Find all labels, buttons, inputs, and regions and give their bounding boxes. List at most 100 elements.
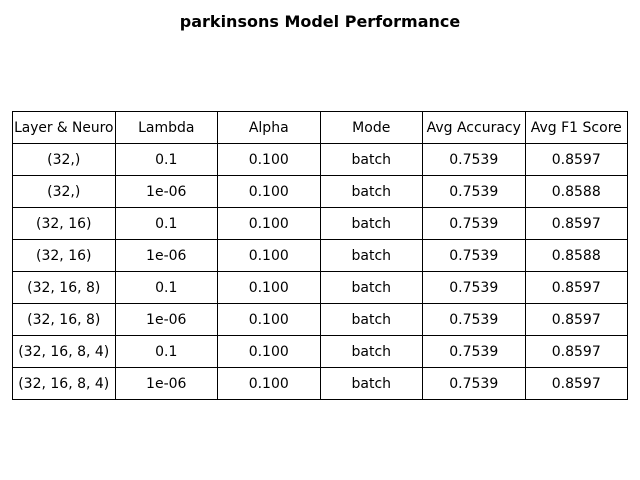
table-cell: 0.1: [114, 207, 218, 240]
table-row: (32, 16, 8, 4) 0.1 0.100 batch 0.7539 0.8597: [12, 335, 628, 368]
header-cell-text: Mode: [352, 119, 391, 136]
header-cell: Avg F1 Score: [524, 111, 628, 144]
table-cell-text: batch: [351, 279, 392, 296]
table-cell: (32, 16): [12, 239, 116, 272]
header-cell-text: Alpha: [248, 119, 289, 136]
table-cell: 0.1: [114, 335, 218, 368]
table-cell: 0.8597: [524, 207, 628, 240]
table-cell-text: 0.7539: [449, 151, 499, 168]
table-cell-text: (32, 16, 8, 4): [18, 375, 110, 392]
header-cell: Avg Accuracy: [422, 111, 526, 144]
table-cell: (32,): [12, 143, 116, 176]
table-cell-text: (32, 16): [36, 215, 92, 232]
table-cell-text: batch: [351, 183, 392, 200]
table-cell: batch: [319, 367, 423, 400]
table-cell: 0.8588: [524, 175, 628, 208]
table-cell-text: 1e-06: [146, 311, 187, 328]
table-row: (32, 16, 8, 4) 1e-06 0.100 batch 0.7539 0.859…: [12, 367, 628, 400]
table-cell: 0.7539: [422, 335, 526, 368]
table-row: (32, 16) 0.1 0.100 batch 0.7539 0.8597: [12, 207, 628, 240]
table-cell: batch: [319, 239, 423, 272]
header-cell: Layer & Neuro: [12, 111, 116, 144]
table-cell-text: 0.100: [248, 183, 289, 200]
table-cell: 0.8597: [524, 367, 628, 400]
header-cell: Lambda: [114, 111, 218, 144]
header-cell-text: Layer & Neuro: [14, 119, 114, 136]
table-cell: 0.100: [217, 239, 321, 272]
table-cell-text: 0.100: [248, 311, 289, 328]
table-cell-text: 0.7539: [449, 311, 499, 328]
table-cell-text: 0.8588: [551, 247, 601, 264]
table-cell: 0.100: [217, 207, 321, 240]
table-cell: 0.7539: [422, 271, 526, 304]
table-cell: 0.100: [217, 303, 321, 336]
table-cell-text: (32, 16, 8): [27, 311, 101, 328]
table-cell-text: (32,): [47, 151, 81, 168]
table-cell: batch: [319, 175, 423, 208]
table-cell-text: 0.100: [248, 215, 289, 232]
table-cell: 0.8597: [524, 335, 628, 368]
table-cell-text: 0.1: [155, 343, 178, 360]
table-cell: 0.100: [217, 175, 321, 208]
header-cell: Mode: [319, 111, 423, 144]
table-cell-text: (32, 16, 8): [27, 279, 101, 296]
table-body: Layer & Neuro Lambda Alpha Mode Avg Accuracy…: [12, 111, 628, 400]
table-cell-text: batch: [351, 375, 392, 392]
table-cell-text: 0.7539: [449, 279, 499, 296]
table-cell: (32, 16, 8, 4): [12, 335, 116, 368]
table-cell-text: batch: [351, 247, 392, 264]
header-cell-text: Lambda: [138, 119, 195, 136]
table-cell: 0.8597: [524, 271, 628, 304]
table-cell-text: 0.8597: [551, 151, 601, 168]
table-cell-text: 0.100: [248, 375, 289, 392]
table-cell-text: 1e-06: [146, 247, 187, 264]
table-cell-text: 0.1: [155, 151, 178, 168]
header-cell: Alpha: [217, 111, 321, 144]
table-cell-text: 0.7539: [449, 215, 499, 232]
table-cell-text: 0.100: [248, 279, 289, 296]
table-cell: (32, 16): [12, 207, 116, 240]
header-row: Layer & Neuro Lambda Alpha Mode Avg Accuracy…: [12, 111, 628, 144]
table-cell: 1e-06: [114, 175, 218, 208]
table-cell: 0.7539: [422, 303, 526, 336]
table-cell-text: 0.100: [248, 343, 289, 360]
table-cell: 0.7539: [422, 207, 526, 240]
table-cell: batch: [319, 335, 423, 368]
table-cell: 0.8597: [524, 143, 628, 176]
table-cell-text: (32, 16): [36, 247, 92, 264]
table-cell-text: 0.7539: [449, 375, 499, 392]
table-cell: batch: [319, 271, 423, 304]
table-cell: 0.100: [217, 143, 321, 176]
table-cell-text: 0.100: [248, 151, 289, 168]
table-cell-text: 0.7539: [449, 247, 499, 264]
table-cell: 1e-06: [114, 303, 218, 336]
table-cell: 0.8588: [524, 239, 628, 272]
table-cell: 1e-06: [114, 367, 218, 400]
table-cell: (32,): [12, 175, 116, 208]
table-cell-text: 0.8597: [551, 343, 601, 360]
table-cell-text: 0.1: [155, 215, 178, 232]
table-cell-text: (32,): [47, 183, 81, 200]
table-cell: 0.8597: [524, 303, 628, 336]
table-cell: 0.100: [217, 271, 321, 304]
table-row: (32,) 1e-06 0.100 batch 0.7539 0.8588: [12, 175, 628, 208]
table-row: (32,) 0.1 0.100 batch 0.7539 0.8597: [12, 143, 628, 176]
table-cell-text: 0.7539: [449, 343, 499, 360]
table-cell-text: 0.7539: [449, 183, 499, 200]
performance-table: Layer & Neuro Lambda Alpha Mode Avg Accuracy…: [12, 111, 628, 400]
table-cell: (32, 16, 8): [12, 303, 116, 336]
header-cell-text: Avg Accuracy: [426, 119, 521, 136]
table-cell: 0.7539: [422, 239, 526, 272]
chart-title: parkinsons Model Performance: [179, 12, 461, 31]
table-cell-text: batch: [351, 215, 392, 232]
table-cell: 0.1: [114, 271, 218, 304]
table-cell: 0.1: [114, 143, 218, 176]
table-cell-text: 0.100: [248, 247, 289, 264]
table-cell: 1e-06: [114, 239, 218, 272]
header-cell-text: Avg F1 Score: [530, 119, 622, 136]
table-cell: batch: [319, 303, 423, 336]
table-cell-text: batch: [351, 311, 392, 328]
table-cell: (32, 16, 8): [12, 271, 116, 304]
table-cell-text: 0.8588: [551, 183, 601, 200]
table-cell: 0.7539: [422, 175, 526, 208]
